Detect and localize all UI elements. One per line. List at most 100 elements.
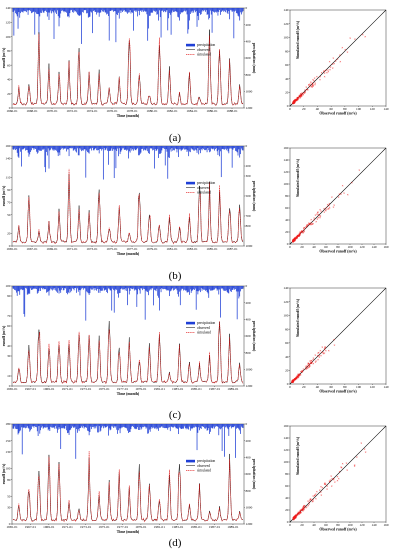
- precipitation-bar: [46, 146, 48, 156]
- precipitation-bar: [154, 146, 156, 149]
- scatter-point: ×: [293, 238, 295, 242]
- scatter-point: ×: [291, 379, 293, 383]
- scatter-point: ×: [293, 100, 295, 104]
- y2-tick-label: 400: [246, 318, 251, 322]
- precipitation-bar: [158, 424, 159, 431]
- scatter-point: ×: [292, 379, 294, 383]
- scatter-point: ×: [292, 517, 294, 521]
- scatter-point: ×: [323, 69, 325, 73]
- scatter-point: ×: [299, 508, 301, 512]
- precipitation-bar: [210, 286, 211, 291]
- scatter-point: ×: [318, 350, 320, 354]
- scatter-point: ×: [293, 238, 295, 242]
- precipitation-bar: [205, 424, 207, 428]
- scatter-point: ×: [305, 506, 307, 510]
- x-tick-label: 1978-01: [126, 109, 138, 113]
- scatter-point: ×: [294, 97, 296, 101]
- precipitation-bar: [216, 424, 218, 427]
- precipitation-bar: [138, 146, 139, 156]
- x-tick-label: 40: [312, 523, 316, 527]
- scatter-point: ×: [303, 506, 305, 510]
- scatter-point: ×: [293, 99, 295, 103]
- scatter-point: ×: [291, 379, 293, 383]
- precipitation-bar: [19, 424, 21, 432]
- precipitation-bar: [109, 8, 111, 11]
- precipitation-bar: [143, 286, 144, 289]
- scatter-point: ×: [294, 99, 296, 103]
- precipitation-bar: [87, 424, 89, 432]
- precipitation-bar: [54, 424, 56, 429]
- scatter-point: ×: [292, 101, 294, 105]
- precipitation-bar: [15, 424, 16, 429]
- precipitation-bar: [108, 8, 110, 41]
- precipitation-bar: [33, 286, 35, 289]
- precipitation-bar: [216, 8, 218, 12]
- scatter-point: ×: [292, 101, 294, 105]
- x-tick-label: 20: [300, 245, 304, 249]
- precipitation-bar: [136, 8, 138, 11]
- precipitation-bar: [62, 146, 64, 150]
- scatter-point: ×: [296, 235, 298, 239]
- scatter-point: ×: [295, 514, 297, 518]
- scatter-point: ×: [293, 515, 295, 519]
- scatter-point: ×: [292, 516, 294, 520]
- scatter-point: ×: [295, 514, 297, 518]
- y-tick-label: 30: [7, 354, 11, 358]
- scatter-point: ×: [358, 168, 360, 172]
- precipitation-bar: [241, 146, 243, 151]
- precipitation-bar: [171, 286, 173, 290]
- scatter-point: ×: [292, 101, 294, 105]
- scatter-point: ×: [309, 222, 311, 226]
- x-tick-label: 80: [343, 385, 347, 389]
- precipitation-bar: [15, 8, 16, 14]
- precipitation-bar: [183, 8, 185, 12]
- scatter-point: ×: [303, 507, 305, 511]
- precipitation-bar: [137, 424, 139, 428]
- scatter-point: ×: [295, 97, 297, 101]
- scatter-point: ×: [301, 369, 303, 373]
- scatter-point: ×: [292, 379, 294, 383]
- precipitation-bar: [152, 146, 154, 151]
- scatter-point: ×: [291, 380, 293, 384]
- scatter-point: ×: [293, 238, 295, 242]
- precipitation-bar: [65, 146, 67, 149]
- precipitation-bar: [33, 146, 35, 150]
- scatter-point: ×: [322, 350, 324, 354]
- precipitation-bar: [167, 8, 169, 31]
- precipitation-bar: [224, 286, 225, 291]
- precipitation-bar: [20, 8, 21, 14]
- precipitation-bar: [186, 424, 188, 428]
- scatter-point: ×: [292, 379, 294, 383]
- precipitation-bar: [208, 146, 210, 151]
- x-tick-label: 1972-01: [66, 109, 78, 113]
- scatter-point: ×: [292, 380, 294, 384]
- scatter-point: ×: [292, 239, 294, 243]
- precipitation-bar: [163, 424, 164, 428]
- precipitation-bar: [215, 286, 216, 289]
- scatter-point: ×: [299, 232, 301, 236]
- scatter-point: ×: [314, 360, 316, 364]
- precipitation-bar: [225, 146, 227, 151]
- precipitation-bar: [168, 8, 169, 19]
- precipitation-bar: [228, 8, 230, 12]
- precipitation-bar: [160, 286, 162, 293]
- precipitation-bar: [230, 8, 232, 11]
- scatter-point: ×: [291, 379, 293, 383]
- one-to-one-line: [289, 147, 387, 245]
- scatter-point: ×: [295, 237, 297, 241]
- precipitation-bar: [236, 286, 238, 320]
- scatter-point: ×: [293, 516, 295, 520]
- scatter-point: ×: [291, 379, 293, 383]
- precipitation-bar: [43, 286, 45, 290]
- scatter-point: ×: [293, 100, 295, 104]
- scatter-point: ×: [292, 379, 294, 383]
- precipitation-bar: [203, 8, 205, 12]
- precipitation-bar: [227, 286, 229, 293]
- precipitation-bar: [73, 8, 75, 11]
- scatter-point: ×: [292, 239, 294, 243]
- scatter-point: ×: [296, 96, 298, 100]
- scatter-point: ×: [292, 100, 294, 104]
- x-tick-label: 1981-01: [166, 247, 178, 251]
- precipitation-bar: [34, 146, 36, 149]
- precipitation-bar: [38, 8, 40, 44]
